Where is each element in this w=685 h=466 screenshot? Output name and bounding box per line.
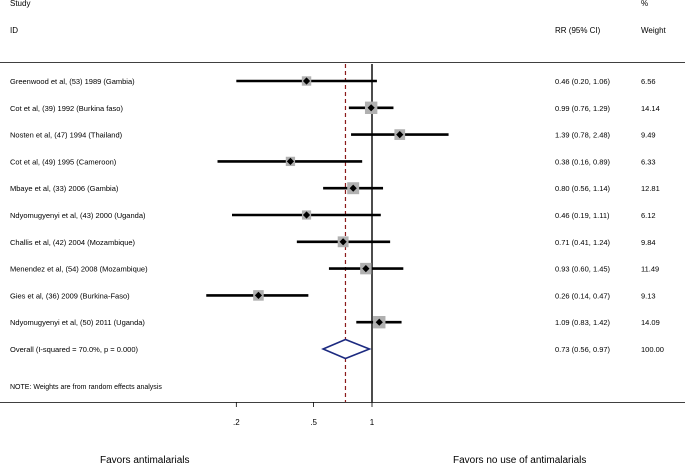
study-weight-text: 11.49 bbox=[641, 265, 659, 274]
study-label: Ndyomugyenyi et al, (50) 2011 (Uganda) bbox=[10, 318, 145, 327]
study-point-estimate bbox=[302, 211, 311, 219]
study-point-estimate bbox=[349, 184, 357, 192]
study-ci-text: 0.46 (0.20, 1.06) bbox=[555, 77, 611, 86]
study-label: Challis et al, (42) 2004 (Mozambique) bbox=[10, 238, 136, 247]
study-ci-text: 0.80 (0.56, 1.14) bbox=[555, 184, 611, 193]
study-label: Menendez et al, (54) 2008 (Mozambique) bbox=[10, 265, 148, 274]
study-weight-text: 14.14 bbox=[641, 104, 660, 113]
study-label: Ndyomugyenyi et al, (43) 2000 (Uganda) bbox=[10, 211, 146, 220]
study-weight-text: 9.84 bbox=[641, 238, 656, 247]
overall-ci-text: 0.73 (0.56, 0.97) bbox=[555, 345, 611, 354]
study-weight-text: 9.13 bbox=[641, 291, 656, 300]
study-point-estimate bbox=[339, 238, 347, 246]
study-weight-text: 6.12 bbox=[641, 211, 656, 220]
favors-left-label: Favors antimalarials bbox=[100, 455, 190, 466]
forest-marks bbox=[206, 64, 449, 407]
study-ci-text: 0.99 (0.76, 1.29) bbox=[555, 104, 611, 113]
study-weight-text: 9.49 bbox=[641, 131, 656, 140]
x-tick-label: .5 bbox=[310, 418, 317, 427]
header-estimate: RR (95% CI) bbox=[555, 26, 601, 35]
x-tick-label: 1 bbox=[370, 418, 375, 427]
header-weight: Weight bbox=[641, 26, 667, 35]
study-weight-text: 14.09 bbox=[641, 318, 660, 327]
study-point-estimate bbox=[286, 157, 295, 165]
study-label: Gies et al, (36) 2009 (Burkina-Faso) bbox=[10, 291, 130, 300]
study-ci-text: 1.09 (0.83, 1.42) bbox=[555, 318, 611, 327]
study-weight-text: 6.33 bbox=[641, 157, 656, 166]
study-ci-text: 0.38 (0.16, 0.89) bbox=[555, 157, 611, 166]
overall-weight-text: 100.00 bbox=[641, 345, 664, 354]
x-tick-label: .2 bbox=[233, 418, 240, 427]
study-weight-text: 12.81 bbox=[641, 184, 660, 193]
study-point-estimate bbox=[396, 131, 404, 139]
study-point-estimate bbox=[302, 77, 311, 85]
favors-right-label: Favors no use of antimalarials bbox=[453, 455, 587, 466]
study-label: Greenwood et al, (53) 1989 (Gambia) bbox=[10, 77, 135, 86]
study-ci-text: 0.46 (0.19, 1.11) bbox=[555, 211, 610, 220]
study-label: Nosten et al, (47) 1994 (Thailand) bbox=[10, 131, 123, 140]
study-weight-text: 6.56 bbox=[641, 77, 656, 86]
study-ci-text: 0.26 (0.14, 0.47) bbox=[555, 291, 611, 300]
study-ci-text: 0.93 (0.60, 1.45) bbox=[555, 265, 611, 274]
study-label: Cot et al, (49) 1995 (Cameroon) bbox=[10, 157, 117, 166]
header-weight-symbol: % bbox=[641, 0, 648, 8]
study-point-estimate bbox=[367, 104, 375, 112]
study-point-estimate bbox=[375, 318, 383, 326]
header-study: Study bbox=[10, 0, 30, 8]
study-point-estimate bbox=[254, 291, 263, 299]
study-point-estimate bbox=[362, 265, 370, 273]
header-id: ID bbox=[10, 26, 18, 35]
study-label: Mbaye et al, (33) 2006 (Gambia) bbox=[10, 184, 119, 193]
footnote: NOTE: Weights are from random effects an… bbox=[10, 384, 162, 391]
study-ci-text: 0.71 (0.41, 1.24) bbox=[555, 238, 611, 247]
study-label: Cot et al, (39) 1992 (Burkina faso) bbox=[10, 104, 123, 113]
study-ci-text: 1.39 (0.78, 2.48) bbox=[555, 131, 611, 140]
overall-diamond bbox=[321, 338, 372, 360]
overall-label: Overall (I-squared = 70.0%, p = 0.000) bbox=[10, 345, 138, 354]
